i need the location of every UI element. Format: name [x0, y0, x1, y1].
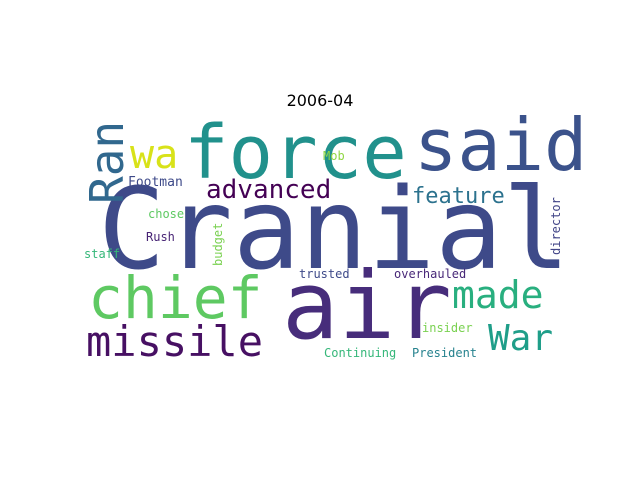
word-advanced: advanced	[206, 175, 331, 205]
word-missile: missile	[86, 317, 263, 366]
word-chief: chief	[88, 264, 263, 332]
word-president: President	[412, 346, 477, 360]
word-chose: chose	[148, 207, 184, 221]
word-overhauled: overhauled	[394, 267, 466, 281]
word-wa: wa	[130, 132, 178, 178]
word-staff: staff	[84, 247, 120, 261]
word-budget: budget	[211, 223, 225, 266]
word-rush: Rush	[146, 230, 175, 244]
word-ran: Ran	[80, 121, 134, 204]
word-war: War	[488, 318, 553, 359]
word-cranial: Cranial	[98, 165, 570, 295]
word-continuing: Continuing	[324, 346, 396, 360]
word-footman: Footman	[128, 175, 183, 190]
word-director: director	[549, 197, 563, 255]
word-said: said	[414, 103, 587, 187]
word-insider: insider	[422, 321, 473, 335]
figure-title: 2006-04	[286, 91, 354, 110]
word-air: air	[282, 252, 452, 361]
word-force: force	[184, 110, 407, 196]
word-mob: Mob	[323, 149, 345, 163]
word-feature: feature	[412, 184, 505, 209]
word-made: made	[452, 273, 544, 317]
word-trusted: trusted	[299, 267, 350, 281]
